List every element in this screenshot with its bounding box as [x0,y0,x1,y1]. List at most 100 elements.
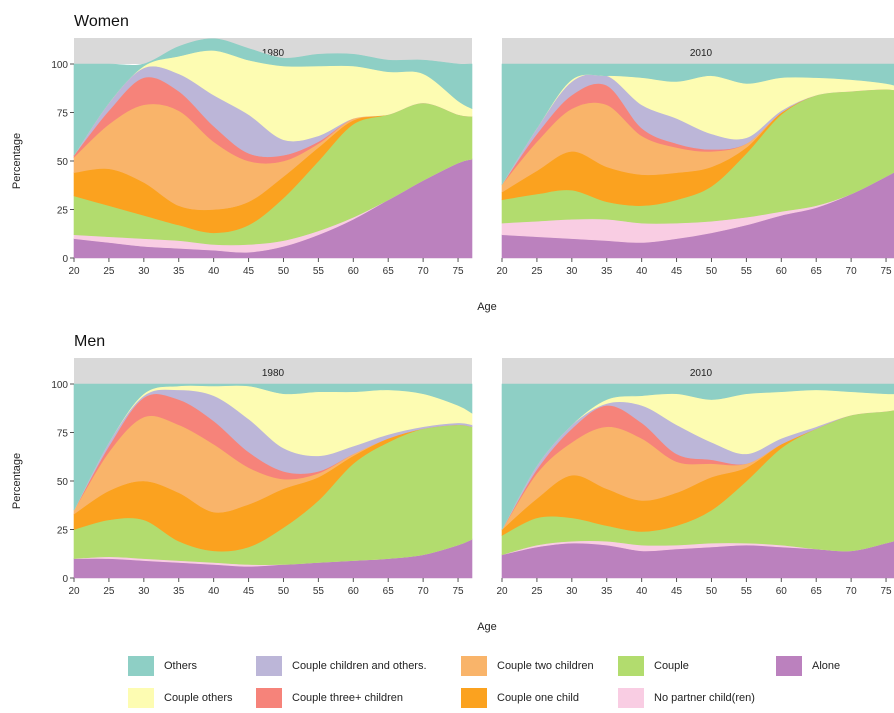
x-tick-label: 25 [103,586,115,597]
panel-men-1980: Men 1980 0 25 50 75 100 Percentage 20 25 30 35 40 45 5… [11,333,497,633]
x-tick-label: 70 [846,266,858,277]
x-tick-label: 30 [138,586,150,597]
legend-label-no-partner-children: No partner child(ren) [654,692,755,704]
x-tick-label: 20 [68,266,80,277]
area-others [73,383,473,511]
y-tick-label: 100 [51,380,68,391]
group-title: Men [74,333,105,350]
x-tick-label: 50 [278,586,290,597]
legend-swatch-couple-three-plus-children [256,688,282,708]
x-tick-label: 60 [348,266,360,277]
legend-swatch-no-partner-children [618,688,644,708]
legend-swatch-couple-one-child [461,688,487,708]
y-tick-label: 25 [57,526,69,537]
y-tick-label: 50 [57,477,69,488]
x-tick-label: 40 [208,586,220,597]
y-tick-label: 0 [62,254,68,265]
legend-item-couple-one-child: Couple one child [461,688,579,708]
x-tick-label: 45 [671,586,683,597]
x-tick-label: 50 [278,266,290,277]
x-tick-label: 30 [566,586,578,597]
y-tick-label: 50 [57,157,69,168]
legend-swatch-others [128,656,154,676]
panel-men-2010: 2010 20 25 30 35 40 45 50 55 60 65 70 75 [496,358,894,597]
legend-label-couple-two-children: Couple two children [497,660,594,672]
x-tick-label: 20 [68,586,80,597]
legend-item-no-partner-children: No partner child(ren) [618,688,755,708]
legend-label-others: Others [164,660,198,672]
legend-swatch-couple-others [128,688,154,708]
area-others [501,63,894,186]
legend-item-couple-two-children: Couple two children [461,656,594,676]
x-axis-label: Age [477,621,497,633]
x-tick-label: 75 [880,586,892,597]
x-tick-label: 65 [811,266,823,277]
legend-swatch-couple-two-children [461,656,487,676]
x-tick-label: 30 [566,266,578,277]
area-others [501,383,894,530]
legend: Others Couple children and others. Coupl… [128,656,888,712]
x-tick-label: 35 [173,266,185,277]
x-tick-label: 60 [348,586,360,597]
x-tick-label: 40 [636,586,648,597]
panel-women-2010: 2010 20 25 30 35 40 45 50 55 60 65 70 75 [496,38,894,277]
x-tick-label: 45 [243,266,255,277]
y-tick-label: 25 [57,206,69,217]
y-tick-label: 75 [57,109,69,120]
legend-label-couple-others: Couple others [164,692,233,704]
panel-women-1980: Women 1980 0 25 50 75 100 Percentage 20 25 30 35 40 4… [11,13,497,313]
x-tick-label: 70 [418,266,430,277]
x-tick-label: 50 [706,586,718,597]
legend-item-couple-three-plus-children: Couple three+ children [256,688,403,708]
x-tick-label: 55 [741,266,753,277]
x-tick-label: 20 [496,266,508,277]
panel-title: 1980 [262,368,285,379]
x-axis-label: Age [477,301,497,313]
x-tick-label: 75 [880,266,892,277]
legend-swatch-alone [776,656,802,676]
x-tick-label: 55 [313,586,325,597]
panel-title: 1980 [262,48,285,59]
x-tick-label: 70 [418,586,430,597]
x-tick-label: 65 [811,586,823,597]
x-tick-label: 50 [706,266,718,277]
x-tick-label: 75 [452,586,464,597]
legend-item-couple-others: Couple others [128,688,233,708]
x-tick-label: 65 [383,586,395,597]
legend-label-alone: Alone [812,660,841,672]
x-tick-label: 40 [636,266,648,277]
x-tick-label: 25 [103,266,115,277]
legend-label-couple-children-and-others: Couple children and others. [292,660,427,672]
legend-swatch-couple [618,656,644,676]
legend-label-couple-three-plus-children: Couple three+ children [292,692,403,704]
x-tick-label: 35 [601,586,613,597]
legend-item-couple: Couple [618,656,689,676]
area-others [73,38,473,157]
y-axis-label: Percentage [11,133,23,189]
x-tick-label: 45 [671,266,683,277]
y-tick-label: 100 [51,60,68,71]
legend-label-couple: Couple [654,660,689,672]
legend-swatch-couple-children-and-others [256,656,282,676]
legend-item-others: Others [128,656,197,676]
legend-label-couple-one-child: Couple one child [497,692,579,704]
y-tick-label: 0 [62,574,68,585]
x-tick-label: 55 [741,586,753,597]
panel-strip [74,358,472,384]
x-tick-label: 40 [208,266,220,277]
legend-item-alone: Alone [776,656,840,676]
panel-strip [502,358,894,384]
x-tick-label: 30 [138,266,150,277]
y-tick-label: 75 [57,429,69,440]
group-title: Women [74,13,129,30]
y-axis-label: Percentage [11,453,23,509]
x-tick-label: 45 [243,586,255,597]
panel-title: 2010 [690,368,713,379]
x-tick-label: 65 [383,266,395,277]
x-tick-label: 35 [173,586,185,597]
panel-title: 2010 [690,48,713,59]
x-tick-label: 60 [776,266,788,277]
x-tick-label: 25 [531,266,543,277]
x-tick-label: 25 [531,586,543,597]
